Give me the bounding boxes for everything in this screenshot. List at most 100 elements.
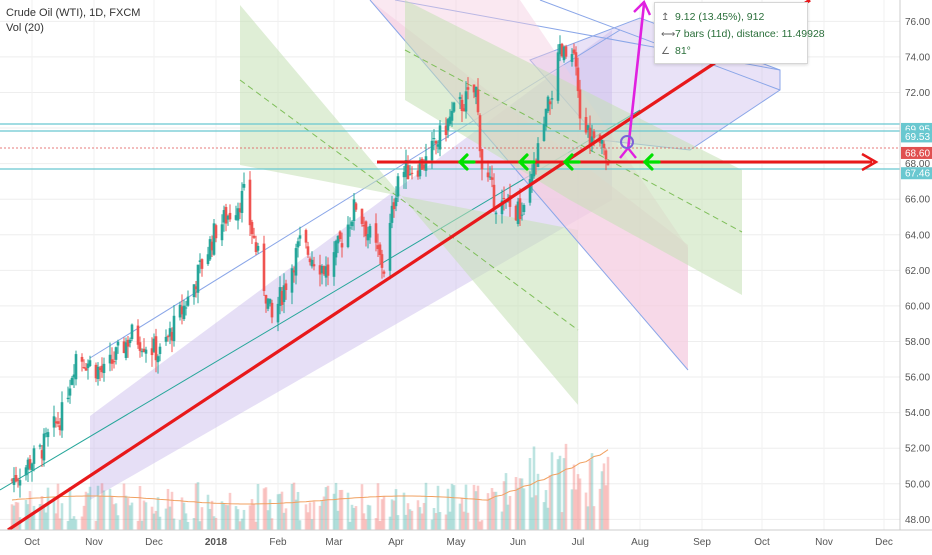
candle-body — [192, 284, 196, 298]
volume-bar — [266, 510, 270, 530]
volume-bar — [488, 498, 492, 530]
volume-bar — [362, 513, 366, 530]
volume-bar — [68, 487, 72, 530]
volume-bar — [348, 521, 352, 530]
green-channel-right[interactable] — [405, 0, 742, 295]
volume-bar — [340, 489, 344, 530]
volume-bar — [376, 483, 380, 530]
candle-body — [376, 245, 380, 250]
volume-bar — [458, 503, 462, 530]
volume-bar — [168, 506, 172, 530]
red-support-trendline[interactable] — [7, 0, 811, 532]
candle-body — [126, 339, 130, 347]
candle-body — [178, 304, 182, 318]
volume-bar — [94, 520, 98, 530]
candle-body — [236, 208, 240, 221]
volume-bar — [546, 507, 550, 530]
candle-body — [26, 459, 30, 470]
volume-bar — [82, 505, 86, 530]
volume-bar — [326, 485, 330, 530]
volume-bar — [248, 505, 252, 530]
candle-body — [70, 377, 74, 385]
volume-bar — [430, 519, 434, 530]
candle-body — [138, 342, 142, 351]
magenta-projection-arrow[interactable] — [626, 3, 646, 151]
volume-bar — [364, 519, 368, 530]
volume-bar — [30, 512, 34, 530]
volume-bar — [418, 507, 422, 530]
volume-bar — [416, 500, 420, 530]
candle-body — [362, 224, 366, 227]
candle-body — [388, 222, 392, 271]
candle-body — [418, 160, 422, 177]
candle-body — [574, 52, 578, 67]
volume-bar — [572, 464, 576, 530]
volume-bar — [128, 505, 132, 530]
candle-body — [492, 184, 496, 210]
candle-body — [170, 332, 174, 341]
candle-body — [284, 283, 288, 290]
candle-body — [172, 315, 176, 342]
volume-bar — [318, 505, 322, 530]
candle-body — [256, 245, 260, 251]
purple-channel[interactable] — [90, 30, 612, 500]
volume-bar — [360, 484, 364, 530]
volume-bar — [166, 488, 170, 530]
volume-bar — [280, 491, 284, 530]
volume-bar — [404, 514, 408, 530]
volume-bar — [126, 498, 130, 530]
candle-body — [10, 479, 14, 481]
volume-bar — [578, 478, 582, 530]
volume-bar — [184, 513, 188, 530]
volume-bar — [346, 492, 350, 530]
volume-bar — [336, 510, 340, 530]
volume-bar — [550, 452, 554, 530]
candle-body — [352, 199, 356, 221]
volume-bar — [192, 518, 196, 530]
volume-bar — [476, 485, 480, 530]
candle-body — [304, 230, 308, 243]
candle-body — [322, 266, 326, 275]
candle-body — [354, 203, 358, 210]
candle-body — [514, 205, 518, 221]
time-tick-label: Dec — [145, 537, 163, 548]
volume-bar — [486, 493, 490, 530]
volume-bar — [16, 502, 20, 530]
volume-bar — [152, 513, 156, 530]
price-tick-label: 62.00 — [905, 266, 930, 277]
candle-body — [528, 179, 532, 203]
volume-bar — [382, 496, 386, 530]
candle-body — [290, 268, 294, 293]
candle-body — [340, 243, 344, 248]
time-axis[interactable]: Oct Nov Dec 2018 Feb Mar Apr May Jun Jul Aug Sep Oct… — [0, 529, 932, 550]
candle-body — [214, 225, 218, 239]
price-tick-label: 66.00 — [905, 195, 930, 206]
candle-body — [224, 207, 228, 224]
volume-bar — [88, 486, 92, 530]
candle-body — [220, 224, 224, 241]
volume-bar — [276, 494, 280, 530]
candle-body — [558, 43, 562, 55]
candle-body — [156, 356, 160, 363]
volume-bar — [150, 506, 154, 530]
volume-indicator-label[interactable]: Vol (20) — [6, 22, 44, 34]
symbol-title[interactable]: Crude Oil (WTI), 1D, FXCM — [6, 7, 141, 19]
time-tick-label: Nov — [815, 537, 833, 548]
volume-bar — [256, 484, 260, 530]
volume-bar — [350, 504, 354, 530]
volume-bar — [380, 499, 384, 530]
candle-body — [306, 246, 310, 255]
volume-bar — [530, 497, 534, 530]
candle-body — [200, 259, 204, 269]
price-tick-label: 64.00 — [905, 230, 930, 241]
volume-bar — [320, 500, 324, 530]
candle-body — [556, 52, 560, 101]
volume-bar — [444, 514, 448, 530]
price-axis[interactable]: 76.0074.0072.0070.0068.0066.0064.0062.00… — [899, 0, 932, 550]
candle-body — [438, 125, 442, 150]
candle-body — [124, 342, 128, 358]
candle-body — [382, 271, 386, 274]
volume-bar — [84, 491, 88, 530]
